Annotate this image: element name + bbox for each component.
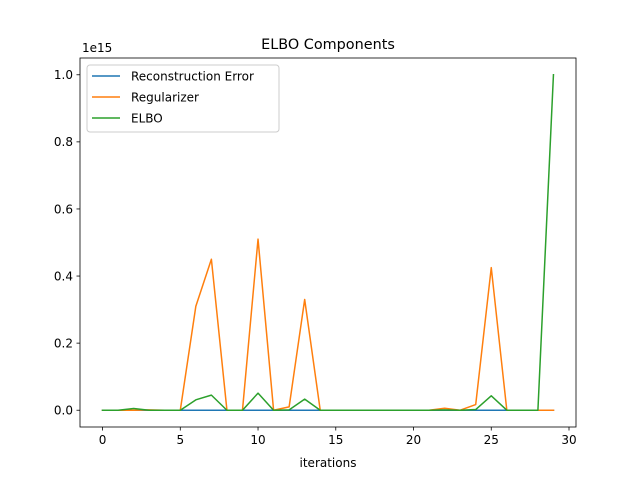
y-tick-label: 1.0: [54, 68, 73, 82]
axes-layer: 0 5 10 15 20 25 30 0.0 0.2 0.4 0.6 0.8 1.0: [54, 57, 577, 447]
y-tick-label: 0.6: [54, 202, 73, 216]
x-tick-label: 5: [176, 433, 184, 447]
x-axis-label: iterations: [300, 456, 357, 470]
x-tick-label: 25: [484, 433, 499, 447]
legend-box: [86, 64, 280, 133]
legend: Reconstruction Error Regularizer ELBO: [86, 64, 280, 133]
series-layer: [101, 73, 555, 411]
y-tick-label: 0.0: [54, 404, 73, 418]
legend-label-1: Regularizer: [131, 90, 199, 104]
legend-label-0: Reconstruction Error: [131, 69, 254, 83]
x-tick-label: 10: [250, 433, 265, 447]
x-tick-label: 20: [406, 433, 421, 447]
series-line-2: [101, 73, 555, 411]
y-tick-label: 0.4: [54, 269, 73, 283]
plot-frame: [79, 57, 577, 428]
x-tick-label: 30: [561, 433, 576, 447]
y-tick-label: 0.2: [54, 336, 73, 350]
x-tick-label: 0: [99, 433, 107, 447]
chart-title: ELBO Components: [261, 37, 395, 53]
y-axis-offset-label: 1e15: [82, 41, 112, 55]
y-tick-label: 0.8: [54, 135, 73, 149]
legend-label-2: ELBO: [131, 111, 163, 125]
x-tick-label: 15: [328, 433, 343, 447]
